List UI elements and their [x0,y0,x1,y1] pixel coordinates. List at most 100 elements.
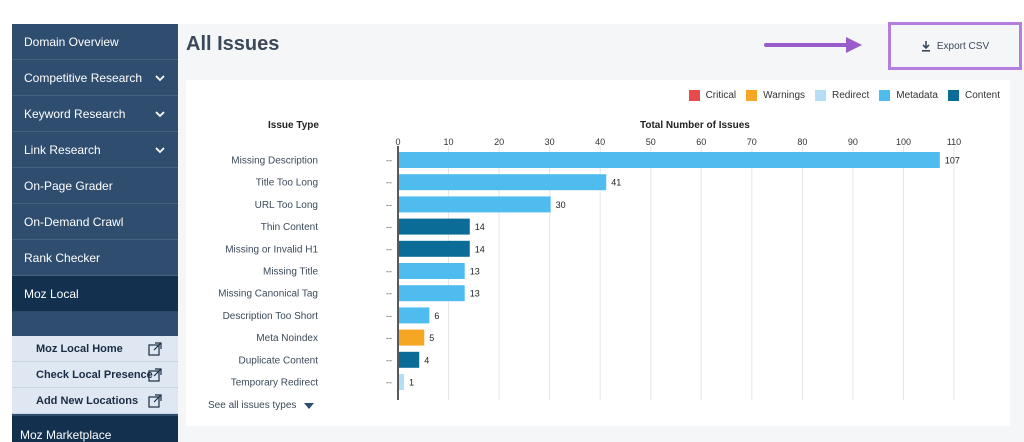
legend-label: Warnings [763,90,806,101]
sidebar-item-competitive-research[interactable]: Competitive Research [12,60,178,96]
legend-label: Redirect [832,90,870,101]
bar[interactable] [399,285,465,302]
bar[interactable] [399,329,425,346]
bar-value-label: 1 [409,378,414,388]
sidebar-item-label: On-Demand Crawl [24,214,124,229]
chevron-down-icon [155,111,165,118]
tick-label: 50 [646,137,656,147]
legend-label: Metadata [896,90,938,101]
issue-type-header: Issue Type [268,120,319,131]
see-all-label: See all issues types [208,400,297,411]
sidebar-item-on-demand-crawl[interactable]: On-Demand Crawl [12,204,178,240]
chevron-down-icon [155,147,165,154]
total-issues-header: Total Number of Issues [640,120,750,131]
export-csv-button[interactable]: Export CSV [888,22,1022,70]
placeholder-dash: -- [386,178,392,188]
chevron-down-icon [155,75,165,82]
sidebar-item-keyword-research[interactable]: Keyword Research [12,96,178,132]
placeholder-dash: -- [386,311,392,321]
annotation-arrow [764,43,848,47]
export-csv-label: Export CSV [936,40,990,52]
bar[interactable] [399,196,551,213]
sidebar-item-rank-checker[interactable]: Rank Checker [12,240,178,276]
placeholder-dash: -- [386,333,392,343]
sidebar-subitem-label: Add New Locations [36,394,139,407]
issue-type-label: Missing Canonical Tag [218,289,318,300]
bar-value-label: 107 [945,156,960,166]
external-link-icon [148,368,162,382]
sidebar-item-moz-marketplace[interactable]: Moz Marketplace [12,414,178,442]
sidebar-item-label: Link Research [24,142,101,157]
legend-swatch [947,90,959,101]
bar[interactable] [399,174,607,191]
placeholder-dash: -- [386,156,392,166]
placeholder-dash: -- [386,378,392,388]
sidebar-item-moz-local[interactable]: Moz Local [12,276,178,312]
issues-card [186,80,1010,426]
issue-type-label: Missing or Invalid H1 [225,244,318,255]
issue-type-label: Missing Title [263,267,318,278]
sidebar-subitem-moz-local-home[interactable]: Moz Local Home [12,336,178,362]
legend-swatch [879,90,891,101]
marketplace-bg [12,416,178,442]
issue-type-label: Thin Content [261,222,318,233]
tick-label: 60 [696,137,706,147]
sidebar-subitem-label: Moz Local Home [36,342,123,355]
legend-swatch [815,90,827,101]
bar[interactable] [399,240,470,257]
sidebar-item-domain-overview[interactable]: Domain Overview [12,24,178,60]
sidebar-subitem-label: Check Local Presence [36,368,153,381]
sidebar-item-label: On-Page Grader [24,178,113,193]
sidebar-subitem-check-local-presence[interactable]: Check Local Presence [12,362,178,388]
placeholder-dash: -- [386,355,392,365]
legend-label: Content [964,90,1000,101]
legend-swatch [688,90,700,101]
bar-value-label: 30 [556,200,566,210]
bar[interactable] [399,307,430,324]
sidebar-item-on-page-grader[interactable]: On-Page Grader [12,168,178,204]
placeholder-dash: -- [386,289,392,299]
bar-value-label: 13 [470,289,480,299]
issue-type-label: Temporary Redirect [231,378,318,389]
annotation-arrow-head [846,37,862,53]
bar-value-label: 41 [611,178,621,188]
bar[interactable] [399,152,940,168]
legend-item-metadata[interactable]: Metadata [879,90,938,101]
issue-type-label: Missing Description [231,156,318,167]
issue-type-label: Duplicate Content [239,355,319,366]
sidebar-item-label: Domain Overview [24,34,119,49]
sidebar-item-label: Rank Checker [24,250,101,265]
moz-local-sub-list: Moz Local Home Check Local Presence Add … [12,336,178,414]
sidebar-item-label: Competitive Research [24,70,143,85]
legend-item-warnings[interactable]: Warnings [746,90,805,101]
tick-label: 80 [797,137,807,147]
bar-value-label: 6 [434,311,439,321]
chart-legend: Critical Warnings Redirect Metadata Cont… [688,90,1000,101]
issue-type-label: Description Too Short [223,311,319,322]
legend-swatch [746,90,758,101]
legend-label: Critical [705,90,737,101]
caret-down-icon [304,402,315,409]
tick-label: 40 [595,137,605,147]
bar[interactable] [399,351,420,368]
tick-label: 70 [747,137,757,147]
sidebar-subitem-add-new-locations[interactable]: Add New Locations [12,388,178,414]
bar[interactable] [399,263,465,279]
tick-label: 110 [947,137,961,147]
bar[interactable] [399,374,405,390]
legend-item-content[interactable]: Content [947,90,1000,101]
issue-type-label: Title Too Long [256,178,318,189]
sidebar-item-label: Keyword Research [24,106,126,121]
sidebar-item-link-research[interactable]: Link Research [12,132,178,168]
legend-item-critical[interactable]: Critical [688,90,737,101]
download-icon [921,40,930,52]
bar-value-label: 14 [475,244,485,254]
placeholder-dash: -- [386,267,392,277]
legend-item-redirect[interactable]: Redirect [815,90,869,101]
issues-bar-chart: 0 10 20 30 40 50 60 70 80 90 100 110 Missing Descrip… [218,137,961,400]
sidebar-item-label: Moz Marketplace [20,428,112,442]
see-all-issues-link[interactable]: See all issues types [208,400,315,411]
tick-label: 0 [395,137,400,147]
bar[interactable] [399,218,470,235]
